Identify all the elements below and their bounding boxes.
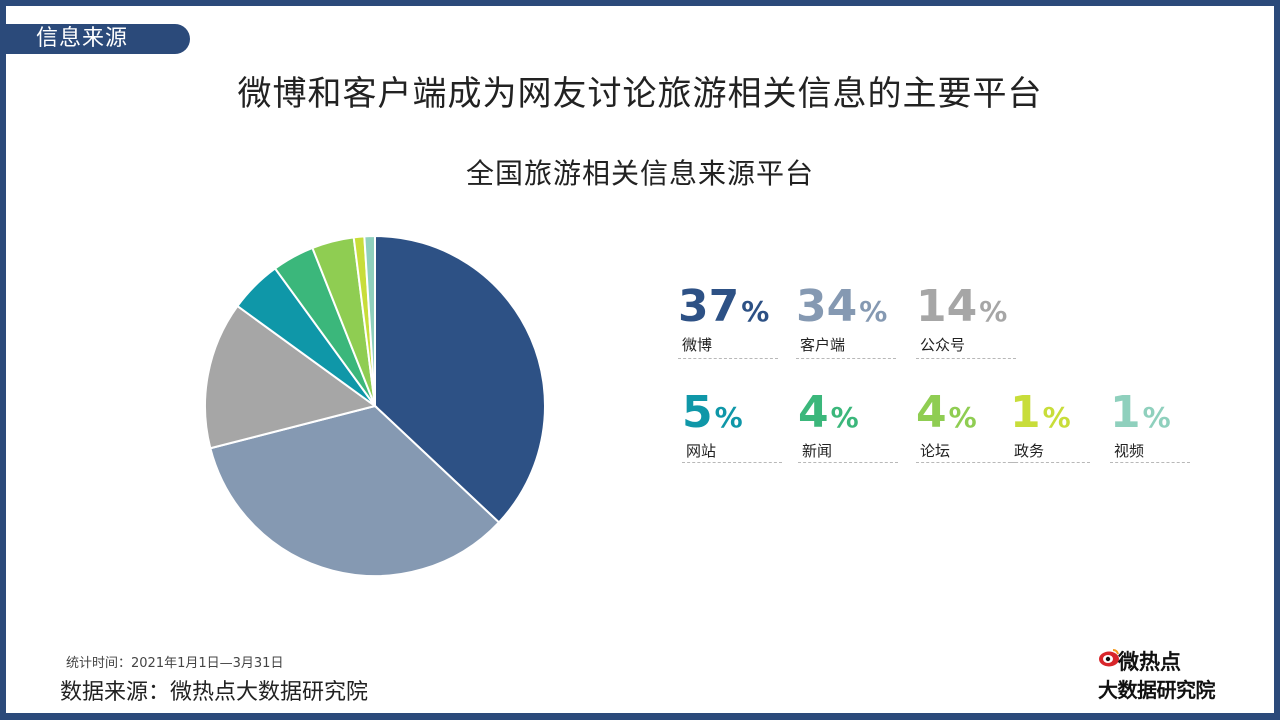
legend-label: 客户端 <box>800 336 846 354</box>
logo-text-top: 微热点 <box>1118 650 1181 674</box>
legend-value: 4% <box>798 388 859 443</box>
chart-title: 全国旅游相关信息来源平台 <box>465 157 814 190</box>
legend-value: 4% <box>916 388 977 443</box>
slide-headline: 微博和客户端成为网友讨论旅游相关信息的主要平台 <box>237 74 1043 114</box>
legend-label: 论坛 <box>920 442 951 460</box>
legend-divider <box>1010 462 1090 463</box>
legend-value-percent: % <box>714 401 743 434</box>
legend-value-number: 4 <box>916 387 947 438</box>
legend-value-percent: % <box>830 401 859 434</box>
legend-divider <box>796 358 896 359</box>
stat-period-note: 统计时间：2021年1月1日—3月31日 <box>66 656 284 671</box>
legend-value-number: 37 <box>678 281 740 332</box>
legend-label: 网站 <box>686 442 717 460</box>
legend-value: 14% <box>916 282 1007 337</box>
legend-item: 4% 新闻 <box>798 388 908 468</box>
legend-item: 1% 视频 <box>1110 388 1220 468</box>
legend-value-percent: % <box>979 295 1008 328</box>
legend-value: 5% <box>682 388 743 443</box>
legend-value-number: 1 <box>1010 387 1041 438</box>
logo-text-bottom: 大数据研究院 <box>1098 678 1216 702</box>
legend-divider <box>682 462 782 463</box>
legend-value: 34% <box>796 282 887 337</box>
brand-logo: 微热点 大数据研究院 <box>1098 646 1238 702</box>
legend-label: 公众号 <box>920 336 966 354</box>
pie-slice-2 <box>209 404 501 577</box>
legend-divider <box>678 358 778 359</box>
legend-divider <box>916 462 1016 463</box>
legend-label: 新闻 <box>802 442 833 460</box>
pie-slice-1 <box>374 234 546 524</box>
pie-chart <box>204 234 546 577</box>
legend-value-percent: % <box>741 295 770 328</box>
legend-item: 5% 网站 <box>682 388 792 468</box>
legend-item: 37% 微博 <box>678 282 788 362</box>
data-source-note: 数据来源：微热点大数据研究院 <box>60 680 369 705</box>
section-tag: 信息来源 <box>6 24 190 54</box>
legend-value-number: 4 <box>798 387 829 438</box>
legend-value-number: 14 <box>916 281 978 332</box>
legend-label: 政务 <box>1014 442 1045 460</box>
legend-value: 37% <box>678 282 769 337</box>
legend-divider <box>798 462 898 463</box>
legend-divider <box>1110 462 1190 463</box>
legend-value-number: 5 <box>682 387 713 438</box>
legend-item: 34% 客户端 <box>796 282 906 362</box>
weibo-eye-icon <box>1099 649 1119 667</box>
legend-value-number: 34 <box>796 281 858 332</box>
pie-slice-3 <box>204 304 378 450</box>
legend-value-percent: % <box>948 401 977 434</box>
legend-value-number: 1 <box>1110 387 1141 438</box>
legend-value-percent: % <box>859 295 888 328</box>
legend-divider <box>916 358 1016 359</box>
legend-item: 14% 公众号 <box>916 282 1026 362</box>
legend-item: 1% 政务 <box>1010 388 1120 468</box>
legend-value: 1% <box>1010 388 1071 443</box>
legend-item: 4% 论坛 <box>916 388 1026 468</box>
pie-slice-8 <box>363 234 376 407</box>
legend-label: 微博 <box>682 336 713 354</box>
legend-value: 1% <box>1110 388 1171 443</box>
legend-value-percent: % <box>1042 401 1071 434</box>
legend-value-percent: % <box>1142 401 1171 434</box>
legend-label: 视频 <box>1114 442 1145 460</box>
